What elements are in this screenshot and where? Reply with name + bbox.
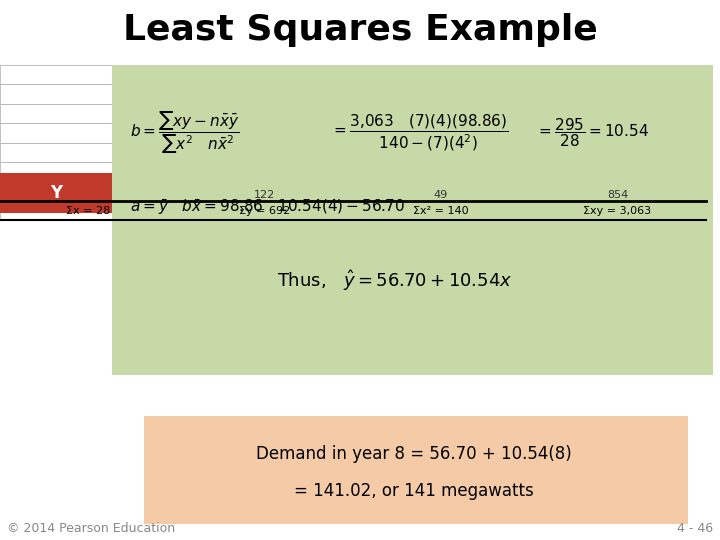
Bar: [176, 143, 353, 162]
Bar: [353, 84, 529, 104]
Text: Σxy = 3,063: Σxy = 3,063: [583, 206, 652, 215]
Text: = 141.02, or 141 megawatts: = 141.02, or 141 megawatts: [294, 482, 534, 501]
Bar: [353, 65, 529, 84]
Text: 49: 49: [434, 190, 448, 200]
Bar: [529, 201, 706, 220]
Bar: [353, 201, 529, 220]
Text: 4 - 46: 4 - 46: [677, 522, 713, 535]
Bar: [529, 65, 706, 84]
Bar: [0, 104, 176, 123]
Text: $b = \dfrac{\sum xy - n\bar{x}\bar{y}}{\sum x^2 \quad n\bar{x}^2}$: $b = \dfrac{\sum xy - n\bar{x}\bar{y}}{\…: [130, 109, 239, 156]
Bar: [176, 84, 353, 104]
FancyBboxPatch shape: [144, 416, 688, 524]
Bar: [0, 123, 176, 143]
Bar: [176, 162, 353, 181]
Bar: [176, 181, 353, 201]
Bar: [353, 143, 529, 162]
Text: © 2014 Pearson Education: © 2014 Pearson Education: [7, 522, 176, 535]
Bar: [0, 84, 176, 104]
Text: Demand in year 8 = 56.70 + 10.54(8): Demand in year 8 = 56.70 + 10.54(8): [256, 444, 572, 463]
Bar: [0, 181, 176, 201]
Bar: [529, 162, 706, 181]
Text: Thus,   $\hat{y} = 56.70 + 10.54x$: Thus, $\hat{y} = 56.70 + 10.54x$: [277, 268, 513, 293]
Text: $= \dfrac{3{,}063 \quad (7)(4)(98.86)}{140-(7)(4^2)}$: $= \dfrac{3{,}063 \quad (7)(4)(98.86)}{1…: [331, 112, 509, 152]
Bar: [0, 201, 176, 220]
Text: Y: Y: [50, 184, 62, 202]
Text: 122: 122: [254, 190, 275, 200]
Text: $= \dfrac{295}{28} = 10.54$: $= \dfrac{295}{28} = 10.54$: [536, 116, 649, 148]
FancyBboxPatch shape: [0, 173, 112, 213]
Bar: [0, 162, 176, 181]
Bar: [0, 143, 176, 162]
Bar: [176, 123, 353, 143]
Bar: [529, 143, 706, 162]
Text: $a = \bar{y} \quad b\bar{x} = 98.86 \quad 10.54(4) - 56.70$: $a = \bar{y} \quad b\bar{x} = 98.86 \qua…: [130, 198, 405, 218]
Text: Σx = 28: Σx = 28: [66, 206, 110, 215]
Text: 854: 854: [607, 190, 628, 200]
FancyBboxPatch shape: [112, 65, 713, 375]
Bar: [353, 104, 529, 123]
Bar: [353, 181, 529, 201]
Bar: [176, 65, 353, 84]
Bar: [353, 123, 529, 143]
Bar: [176, 104, 353, 123]
Text: Σy = 692: Σy = 692: [239, 206, 290, 215]
Bar: [529, 123, 706, 143]
Bar: [529, 104, 706, 123]
Text: 7: 7: [85, 190, 91, 200]
Bar: [0, 65, 176, 84]
Bar: [176, 201, 353, 220]
Bar: [529, 181, 706, 201]
Text: Σx² = 140: Σx² = 140: [413, 206, 469, 215]
Text: Least Squares Example: Least Squares Example: [122, 13, 598, 46]
Bar: [529, 84, 706, 104]
Bar: [353, 162, 529, 181]
